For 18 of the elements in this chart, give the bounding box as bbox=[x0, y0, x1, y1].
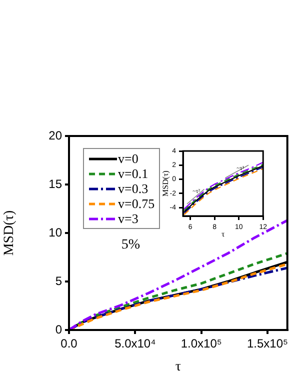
x-tick-label: 5.0x10⁴ bbox=[114, 336, 156, 351]
y-tick-label: 15 bbox=[48, 176, 62, 191]
x-tick-label: 1.0x10⁵ bbox=[180, 336, 222, 351]
legend-label: v=0.3 bbox=[118, 180, 148, 196]
x-tick-label: 1.5x10⁵ bbox=[246, 336, 288, 351]
x-axis-title: τ bbox=[175, 359, 182, 374]
legend-label: v=0.75 bbox=[118, 196, 155, 212]
legend-label: v=0 bbox=[118, 150, 138, 166]
y-axis-title: MSD(τ) bbox=[160, 170, 170, 196]
y-axis-title: MSD(τ) bbox=[2, 210, 18, 256]
y-tick-label: 20 bbox=[48, 128, 62, 142]
x-axis-title: τ bbox=[221, 229, 226, 238]
y-tick-label: 0 bbox=[55, 322, 62, 336]
y-tick-label: 5 bbox=[55, 274, 62, 288]
legend-label: v=0.1 bbox=[118, 166, 148, 182]
x-tick-label: 0.0 bbox=[60, 336, 78, 351]
annotation: 5% bbox=[121, 237, 140, 252]
legend-label: v=3 bbox=[118, 210, 138, 226]
